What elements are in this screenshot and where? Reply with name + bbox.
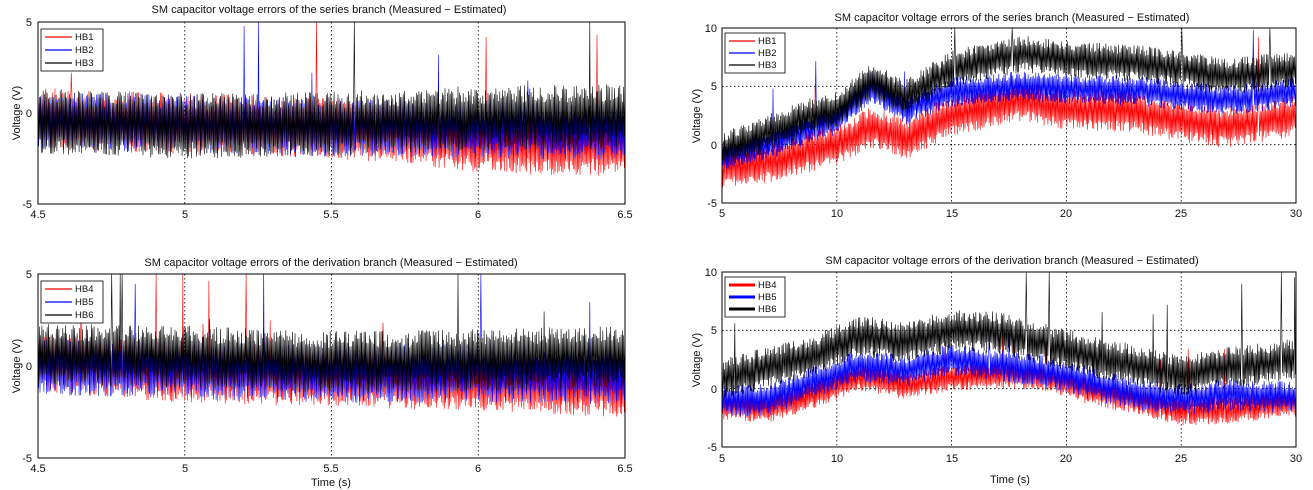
x-tick-label: 6 xyxy=(475,209,481,221)
y-tick-label: 5 xyxy=(711,325,717,337)
x-tick-label: 25 xyxy=(1175,208,1187,220)
x-tick-label: 10 xyxy=(831,208,843,220)
legend: HB1 HB2 HB3 xyxy=(724,32,786,74)
x-tick-label: 6.5 xyxy=(617,209,632,221)
x-tick-label: 6.5 xyxy=(617,463,632,475)
x-tick-label: 5.5 xyxy=(323,463,338,475)
x-tick-label: 4.5 xyxy=(30,209,45,221)
y-tick-label: 0 xyxy=(711,384,717,396)
panel-series-branch-zoom: SM capacitor voltage errors of the serie… xyxy=(11,4,633,221)
x-axis-label: Time (s) xyxy=(311,477,351,489)
x-tick-label: 6 xyxy=(475,463,481,475)
plot-area xyxy=(38,22,625,204)
y-axis-label: Voltage (V) xyxy=(11,86,23,140)
legend-label-hb2: HB2 xyxy=(758,48,776,59)
y-tick-label: 5 xyxy=(26,269,32,281)
series-line-hb1 xyxy=(38,22,625,176)
x-tick-label: 5 xyxy=(719,453,725,465)
legend: HB4 HB5 HB6 xyxy=(40,280,104,324)
panel-derivation-branch-zoom: SM capacitor voltage errors of the deriv… xyxy=(11,257,633,489)
y-tick-label: -5 xyxy=(22,199,32,211)
legend-label-hb3: HB3 xyxy=(75,58,93,69)
series-line-hb6 xyxy=(38,274,625,393)
series-line-hb6 xyxy=(722,272,1296,398)
legend-label-hb6: HB6 xyxy=(75,310,93,321)
legend-label-hb3: HB3 xyxy=(758,60,776,71)
chart-title: SM capacitor voltage errors of the serie… xyxy=(835,12,1190,24)
series-line-hb1 xyxy=(722,36,1296,188)
axes-box xyxy=(721,271,1297,448)
legend-label-hb4: HB4 xyxy=(758,280,776,291)
x-axis-label: Time (s) xyxy=(990,474,1030,486)
y-tick-label: 10 xyxy=(705,23,717,35)
series-line-hb3 xyxy=(722,28,1296,164)
x-tick-label: 5.5 xyxy=(323,209,338,221)
legend-label-hb5: HB5 xyxy=(758,292,776,303)
series-line-hb3 xyxy=(38,22,625,159)
y-tick-label: -5 xyxy=(707,198,717,210)
y-tick-label: 0 xyxy=(26,108,32,120)
chart-title: SM capacitor voltage errors of the deriv… xyxy=(144,257,517,269)
legend-label-hb4: HB4 xyxy=(75,284,93,295)
x-tick-label: 5 xyxy=(182,463,188,475)
x-tick-label: 30 xyxy=(1290,453,1302,465)
x-tick-label: 30 xyxy=(1290,208,1302,220)
x-tick-label: 15 xyxy=(946,453,958,465)
y-tick-label: 10 xyxy=(705,267,717,279)
x-tick-label: 20 xyxy=(1060,453,1072,465)
legend-label-hb6: HB6 xyxy=(758,304,776,315)
x-tick-label: 5 xyxy=(719,208,725,220)
legend: HB4 HB5 HB6 xyxy=(724,276,786,318)
y-axis-label: Voltage (V) xyxy=(11,339,23,393)
chart-title: SM capacitor voltage errors of the serie… xyxy=(152,4,507,16)
y-axis-label: Voltage (V) xyxy=(691,333,703,387)
axes-box xyxy=(37,273,626,459)
legend-label-hb1: HB1 xyxy=(758,36,776,47)
plot-area xyxy=(722,28,1296,203)
y-tick-label: -5 xyxy=(22,453,32,465)
y-tick-label: 5 xyxy=(26,17,32,29)
y-tick-label: 0 xyxy=(711,140,717,152)
axes-box xyxy=(721,27,1297,204)
x-tick-label: 15 xyxy=(946,208,958,220)
legend: HB1 HB2 HB3 xyxy=(40,28,104,72)
plot-area xyxy=(38,274,625,458)
chart-title: SM capacitor voltage errors of the deriv… xyxy=(825,255,1198,267)
panel-series-branch-full: SM capacitor voltage errors of the serie… xyxy=(691,12,1302,220)
legend-label-hb5: HB5 xyxy=(75,297,93,308)
plot-area xyxy=(722,272,1296,447)
legend-label-hb1: HB1 xyxy=(75,32,93,43)
legend-label-hb2: HB2 xyxy=(75,45,93,56)
series-line-hb2 xyxy=(722,30,1296,170)
x-tick-label: 4.5 xyxy=(30,463,45,475)
x-tick-label: 10 xyxy=(831,453,843,465)
x-tick-label: 20 xyxy=(1060,208,1072,220)
axes-box xyxy=(37,21,626,205)
y-tick-label: 5 xyxy=(711,81,717,93)
x-tick-label: 25 xyxy=(1175,453,1187,465)
panel-derivation-branch-full: SM capacitor voltage errors of the deriv… xyxy=(691,255,1302,486)
y-tick-label: -5 xyxy=(707,442,717,454)
y-axis-label: Voltage (V) xyxy=(691,89,703,143)
y-tick-label: 0 xyxy=(26,361,32,373)
x-tick-label: 5 xyxy=(182,209,188,221)
